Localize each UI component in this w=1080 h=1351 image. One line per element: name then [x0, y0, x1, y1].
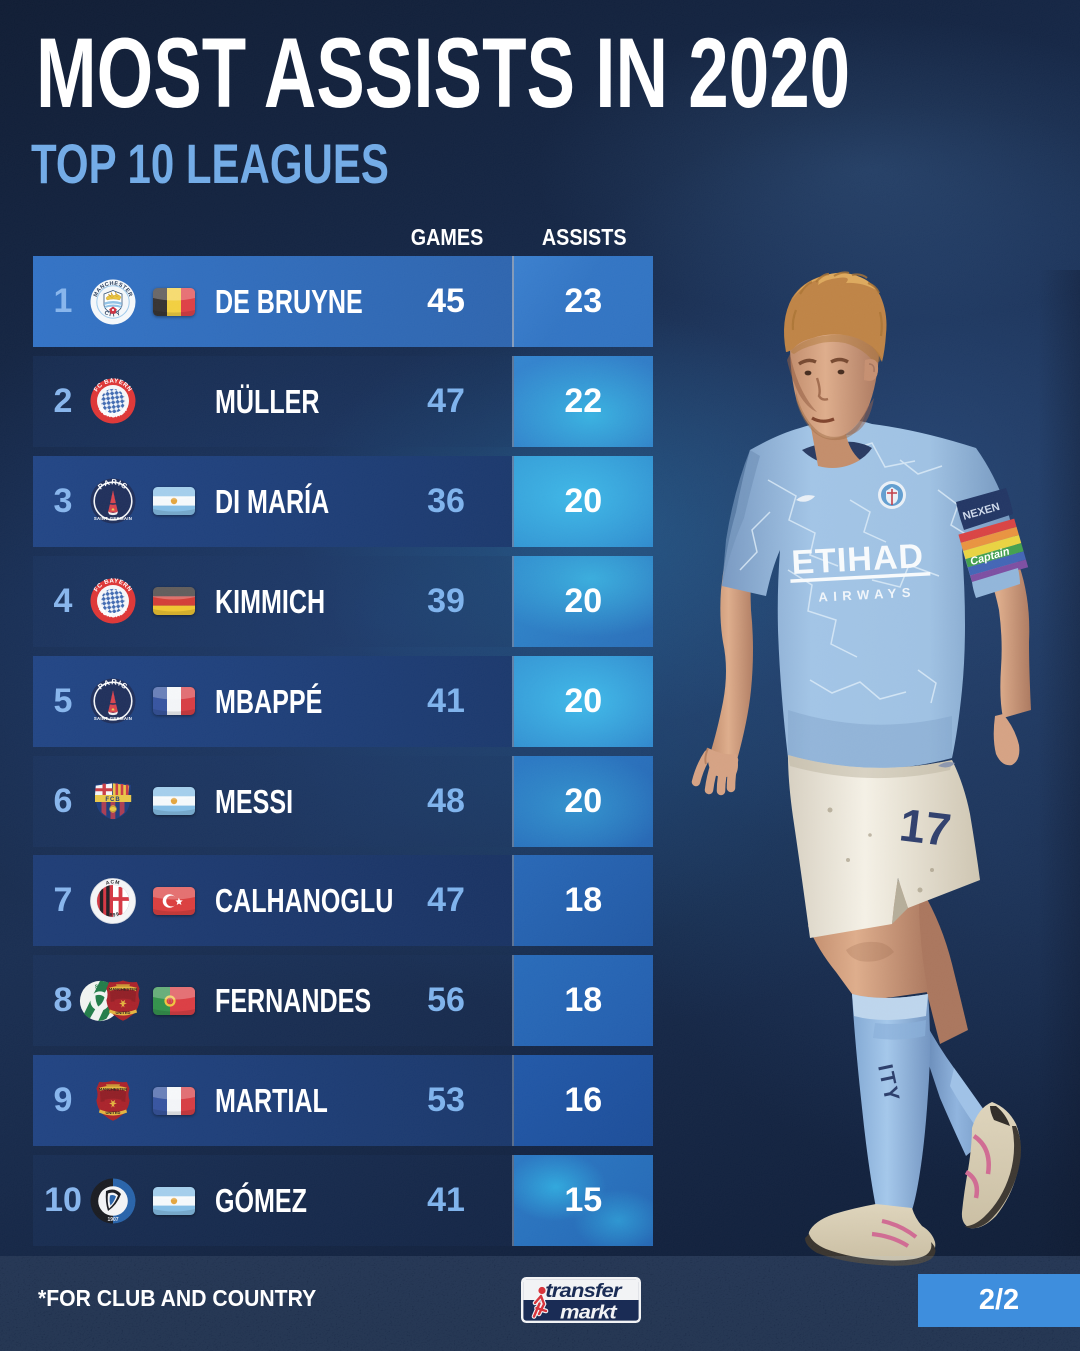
svg-text:CITY: CITY	[103, 310, 123, 319]
svg-text:1907: 1907	[107, 1217, 118, 1223]
svg-text:UNITED: UNITED	[106, 1109, 121, 1114]
svg-text:SCP: SCP	[95, 984, 106, 990]
svg-text:ACM: ACM	[105, 879, 120, 886]
svg-text:MANCHESTER: MANCHESTER	[109, 986, 137, 991]
svg-text:17: 17	[897, 798, 954, 856]
svg-text:PARIS: PARIS	[96, 478, 130, 491]
svg-text:SAINT-GERMAIN: SAINT-GERMAIN	[94, 716, 132, 721]
svg-text:PARIS: PARIS	[96, 678, 130, 691]
svg-text:transfer: transfer	[545, 1280, 623, 1302]
svg-text:UNITED: UNITED	[116, 1010, 131, 1015]
svg-text:SAINT-GERMAIN: SAINT-GERMAIN	[94, 516, 132, 521]
svg-text:markt: markt	[560, 1301, 618, 1323]
svg-text:FCB: FCB	[105, 797, 120, 803]
svg-text:1899: 1899	[105, 911, 120, 918]
svg-text:AIRWAYS: AIRWAYS	[818, 585, 916, 605]
svg-text:MANCHESTER: MANCHESTER	[99, 1086, 127, 1091]
